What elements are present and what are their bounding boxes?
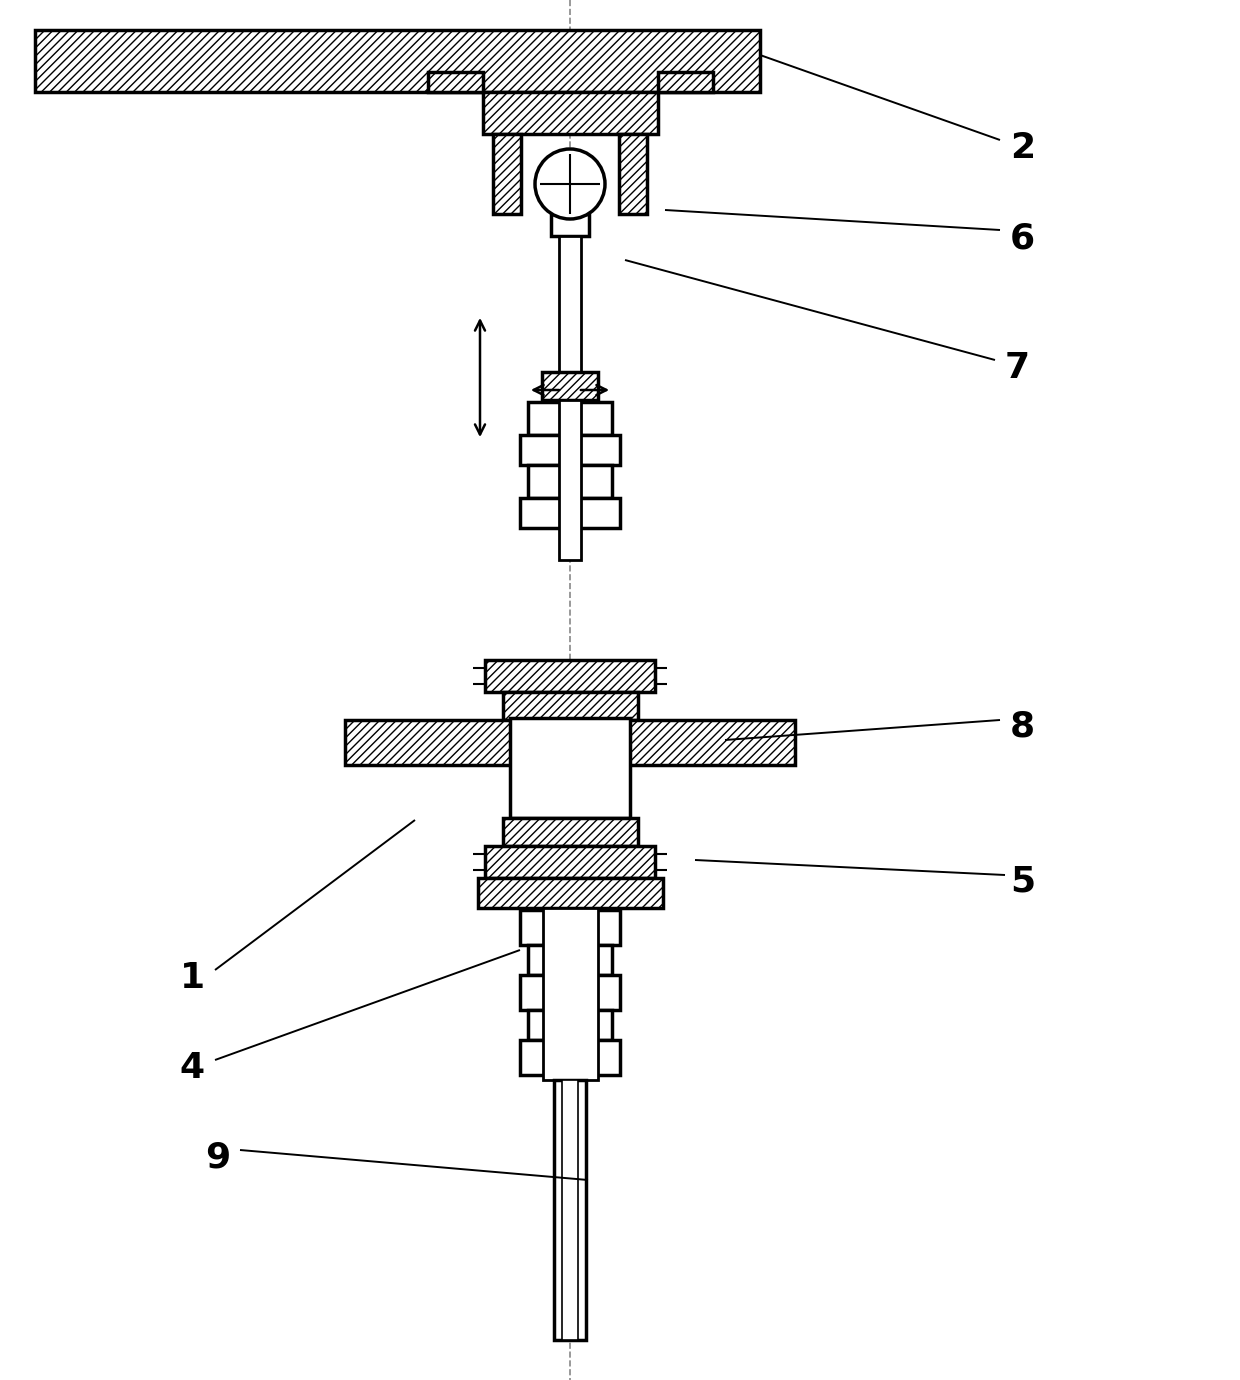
Bar [619, 134, 647, 214]
Bar [485, 846, 655, 878]
Bar [477, 878, 663, 908]
Text: 9: 9 [205, 1140, 229, 1174]
Circle shape [534, 149, 605, 219]
Bar [562, 1081, 578, 1340]
Bar [559, 400, 582, 560]
Text: 6: 6 [1011, 221, 1035, 255]
Text: 7: 7 [1004, 351, 1030, 385]
Bar [551, 214, 589, 236]
Bar [428, 72, 484, 92]
Bar [528, 465, 613, 498]
Bar [528, 945, 613, 976]
Bar [520, 498, 620, 529]
Bar [485, 660, 655, 691]
Text: 4: 4 [180, 1052, 205, 1085]
Text: 5: 5 [1011, 865, 1035, 898]
Bar [554, 1081, 587, 1340]
Bar [510, 718, 630, 818]
Bar [484, 92, 658, 134]
Bar [35, 30, 760, 92]
Bar [503, 691, 639, 720]
Bar [494, 134, 521, 214]
Text: 2: 2 [1011, 131, 1035, 166]
Text: 8: 8 [1011, 709, 1035, 742]
Bar [528, 1010, 613, 1041]
Bar [542, 373, 598, 400]
Bar [520, 976, 620, 1010]
Text: 1: 1 [180, 960, 205, 995]
Bar [543, 908, 598, 1081]
Bar [520, 435, 620, 465]
Bar [520, 1041, 620, 1075]
Bar [658, 72, 713, 92]
Bar [345, 720, 795, 765]
Bar [559, 236, 582, 400]
Bar [503, 818, 639, 846]
Bar [520, 909, 620, 945]
Bar [528, 402, 613, 435]
